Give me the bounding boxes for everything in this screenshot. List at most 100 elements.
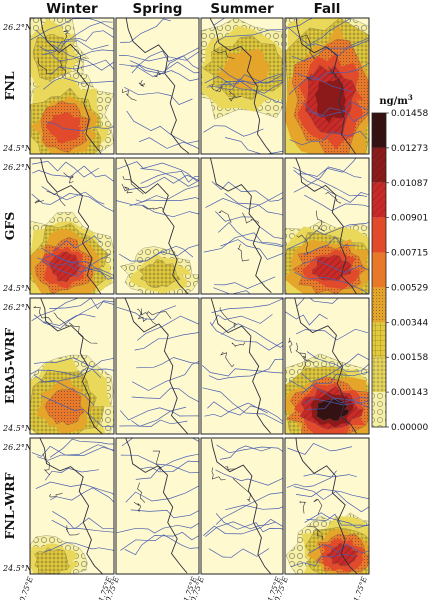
colorbar-hatch: [372, 322, 386, 358]
isoline: [129, 197, 199, 207]
colorbar-segment: [372, 217, 386, 253]
isoline: [137, 315, 199, 341]
border-line: [138, 79, 145, 87]
coastline: [295, 438, 359, 574]
isoline: [203, 125, 264, 137]
isoline: [201, 365, 283, 377]
longitude-labels: 50.75°E 51.75°E50.75°E 51.75°E50.75°E 51.75…: [16, 575, 369, 600]
border-line: [63, 172, 74, 184]
isoline: [215, 492, 283, 525]
colorbar-tick-label: 0.00143: [391, 388, 428, 398]
isoline: [209, 322, 283, 351]
season-header-winter: Winter: [46, 1, 98, 17]
isoline: [300, 384, 369, 404]
isoline: [211, 181, 283, 202]
border-line: [62, 29, 70, 42]
concentration-patch: [217, 48, 271, 90]
panel-frame: [29, 157, 115, 295]
model-label: ERA5-WRF: [2, 328, 17, 404]
panel-frame: [115, 157, 200, 295]
border-line: [228, 90, 242, 102]
border-line: [301, 34, 315, 60]
isoline: [204, 75, 283, 94]
colorbar-hatch: [372, 287, 386, 323]
isoline: [129, 60, 199, 74]
lat-label-bottom: 24.5°N: [2, 144, 33, 153]
colorbar-tick-label: 0.00529: [391, 283, 428, 293]
map-panel-fnl-summer: [200, 17, 284, 155]
isoline: [40, 395, 114, 428]
colorbar-frame: [371, 112, 387, 428]
isoline: [211, 314, 273, 326]
concentration-patch: [45, 111, 82, 144]
border-line: [152, 450, 162, 471]
coastline: [125, 18, 190, 154]
colorbar-tick-label: 0.01458: [391, 109, 428, 119]
isoline: [140, 168, 199, 187]
isoline: [135, 185, 199, 203]
border-line: [142, 205, 164, 210]
map-panel-era5-wrf-spring: [115, 297, 200, 435]
panel-frame: [115, 437, 200, 575]
lat-label-top: 26.2°N: [2, 163, 33, 172]
isoline: [220, 239, 283, 260]
colorbar-hatch: [372, 357, 386, 393]
isoline: [49, 59, 114, 76]
map-panel-fnl-fall: [284, 17, 370, 155]
border-line: [219, 307, 237, 328]
panel-frame: [284, 437, 370, 575]
coastline: [40, 298, 103, 434]
map-panel-gfs-spring: [115, 157, 200, 295]
isoline: [33, 374, 95, 406]
isoline: [116, 161, 199, 181]
isoline: [296, 62, 369, 81]
isoline: [40, 253, 111, 277]
border-line: [242, 212, 260, 224]
border-line: [225, 466, 235, 471]
isoline: [138, 137, 199, 150]
coastline: [124, 298, 189, 434]
isoline: [205, 521, 277, 537]
isoline: [44, 30, 114, 52]
border-line: [299, 501, 307, 514]
panel-frame: [29, 17, 115, 155]
isoline: [128, 174, 199, 190]
isoline: [224, 193, 283, 216]
border-line: [305, 73, 313, 82]
colorbar-tick-label: 0.01273: [391, 144, 428, 154]
season-header-spring: Spring: [133, 1, 183, 17]
lat-label-top: 26.2°N: [2, 303, 33, 312]
panel-background: [201, 158, 283, 294]
panel-background: [116, 438, 199, 574]
colorbar-tick-label: 0.00901: [391, 214, 428, 224]
panel-frame: [200, 17, 284, 155]
isoline: [35, 481, 114, 495]
border-line: [34, 199, 45, 204]
colorbar-hatch: [372, 182, 386, 218]
panel-frame: [29, 297, 115, 435]
isoline: [118, 245, 194, 262]
panel-background: [116, 18, 199, 154]
isoline: [139, 244, 199, 263]
border-line: [208, 84, 223, 92]
isoline: [290, 553, 355, 568]
border-line: [325, 191, 341, 204]
isoline: [33, 357, 114, 368]
panel-frame: [200, 437, 284, 575]
isoline: [291, 39, 369, 62]
concentration-hatch: [34, 547, 70, 574]
isoline: [207, 401, 283, 422]
concentration-hatch: [44, 388, 85, 426]
colorbar-hatch: [372, 147, 386, 183]
lon-label-west: 50.75°E: [16, 575, 35, 600]
map-panel-era5-wrf-winter: [29, 297, 115, 435]
isoline: [221, 323, 283, 348]
map-panel-gfs-fall: [284, 157, 370, 295]
lat-label-top: 26.2°N: [2, 23, 33, 32]
panel-background: [201, 438, 283, 574]
isoline: [130, 410, 199, 427]
isoline: [294, 271, 369, 294]
border-line: [122, 175, 144, 195]
isoline: [303, 398, 369, 406]
